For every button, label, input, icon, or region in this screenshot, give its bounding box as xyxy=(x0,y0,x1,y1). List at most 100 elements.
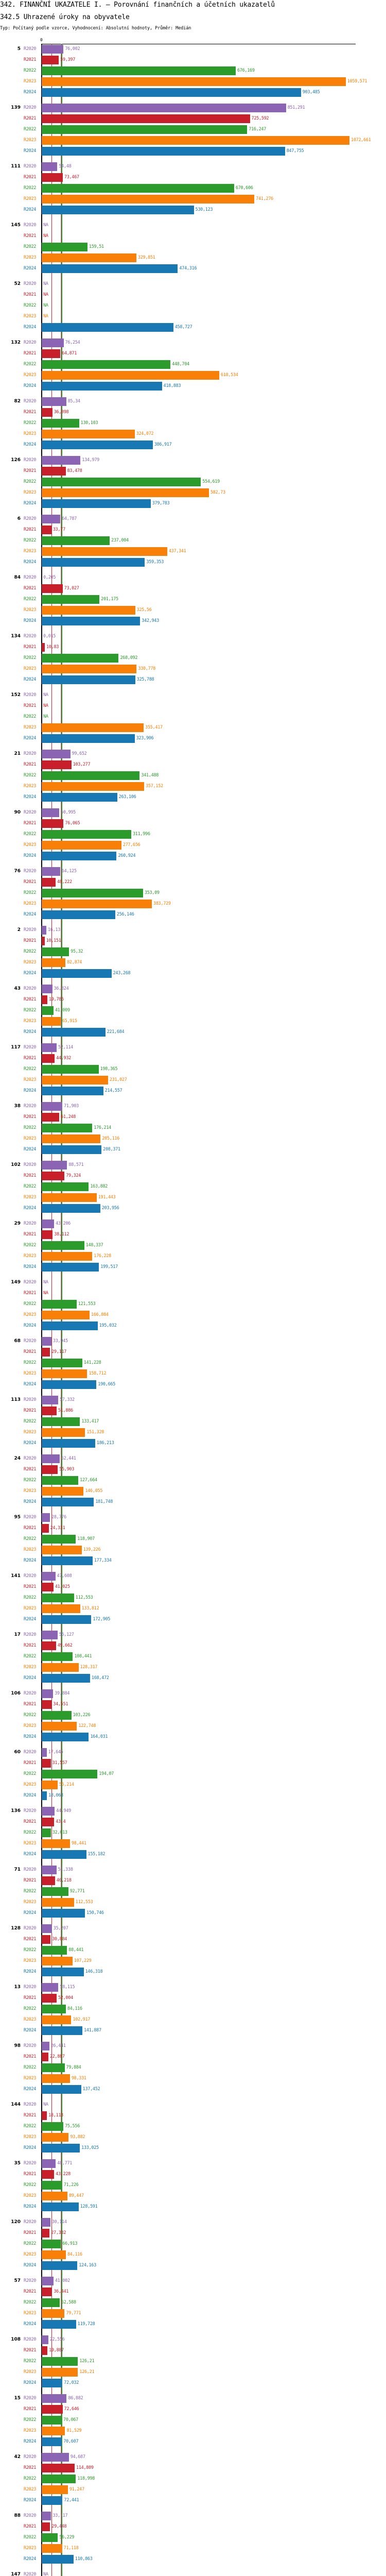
bar[interactable] xyxy=(42,584,63,593)
bar[interactable] xyxy=(42,889,143,897)
bar[interactable] xyxy=(42,2555,74,2564)
bar[interactable] xyxy=(42,1134,101,1143)
bar[interactable] xyxy=(42,1337,51,1346)
bar[interactable] xyxy=(42,1711,72,1720)
bar[interactable] xyxy=(42,1641,56,1650)
bar[interactable] xyxy=(42,1380,97,1389)
bar[interactable] xyxy=(42,1828,51,1837)
bar[interactable] xyxy=(42,2240,61,2248)
bar[interactable] xyxy=(42,264,178,273)
bar[interactable] xyxy=(42,2133,69,2142)
bar[interactable] xyxy=(42,184,234,193)
bar[interactable] xyxy=(42,419,79,428)
bar[interactable] xyxy=(42,1733,89,1741)
bar[interactable] xyxy=(42,1172,65,1180)
bar[interactable] xyxy=(42,526,51,534)
bar[interactable] xyxy=(42,1722,77,1731)
bar[interactable] xyxy=(42,2368,78,2377)
bar[interactable] xyxy=(42,969,112,978)
bar[interactable] xyxy=(42,1311,90,1319)
bar[interactable] xyxy=(42,1204,100,1213)
bar[interactable] xyxy=(42,2346,48,2355)
bar[interactable] xyxy=(42,1556,93,1565)
bar[interactable] xyxy=(42,2202,79,2211)
bar[interactable] xyxy=(42,547,167,556)
bar[interactable] xyxy=(42,2144,80,2153)
bar[interactable] xyxy=(42,1428,85,1437)
bar[interactable] xyxy=(42,947,69,956)
bar[interactable] xyxy=(42,643,45,652)
bar[interactable] xyxy=(42,985,52,993)
bar[interactable] xyxy=(42,2464,75,2472)
bar[interactable] xyxy=(42,1065,99,1074)
bar[interactable] xyxy=(42,1321,98,1330)
bar[interactable] xyxy=(42,1043,57,1052)
bar[interactable] xyxy=(42,2181,62,2190)
bar[interactable] xyxy=(42,2015,72,2024)
bar[interactable] xyxy=(42,852,117,860)
bar[interactable] xyxy=(42,1028,106,1037)
bar[interactable] xyxy=(42,1583,54,1591)
bar[interactable] xyxy=(42,926,46,935)
bar[interactable] xyxy=(42,397,66,406)
bar[interactable] xyxy=(42,1230,53,1239)
bar[interactable] xyxy=(42,1631,58,1639)
bar[interactable] xyxy=(42,206,194,214)
bar[interactable] xyxy=(42,1113,60,1122)
bar[interactable] xyxy=(42,1946,67,1955)
bar[interactable] xyxy=(42,1839,70,1848)
bar[interactable] xyxy=(42,1498,94,1506)
bar[interactable] xyxy=(42,2111,47,2120)
bar[interactable] xyxy=(42,1572,56,1581)
bar[interactable] xyxy=(42,488,209,497)
bar[interactable] xyxy=(42,771,140,780)
bar[interactable] xyxy=(42,1994,57,2003)
bar[interactable] xyxy=(42,2287,52,2296)
bar[interactable] xyxy=(42,114,250,123)
bar[interactable] xyxy=(42,1252,93,1261)
bar[interactable] xyxy=(42,2159,56,2168)
bar[interactable] xyxy=(42,2533,58,2542)
bar[interactable] xyxy=(42,1487,84,1496)
bar[interactable] xyxy=(42,1300,77,1309)
bar[interactable] xyxy=(42,1006,54,1015)
bar[interactable] xyxy=(42,1898,74,1907)
bar[interactable] xyxy=(42,1781,58,1789)
bar[interactable] xyxy=(42,2544,62,2553)
bar[interactable] xyxy=(42,338,64,347)
bar[interactable] xyxy=(42,654,119,663)
bar[interactable] xyxy=(42,2416,62,2425)
bar[interactable] xyxy=(42,2042,49,2050)
bar[interactable] xyxy=(42,1145,102,1154)
bar[interactable] xyxy=(42,2453,69,2462)
bar[interactable] xyxy=(42,2229,50,2238)
bar[interactable] xyxy=(42,750,71,758)
bar[interactable] xyxy=(42,1700,52,1709)
bar[interactable] xyxy=(42,1615,92,1624)
bar[interactable] xyxy=(42,1546,82,1554)
bar[interactable] xyxy=(42,1182,89,1191)
bar[interactable] xyxy=(42,77,346,86)
bar[interactable] xyxy=(42,382,162,391)
bar[interactable] xyxy=(42,2427,65,2435)
bar[interactable] xyxy=(42,1076,108,1084)
bar[interactable] xyxy=(42,1924,52,1933)
bar[interactable] xyxy=(42,2335,48,2344)
bar[interactable] xyxy=(42,1476,79,1485)
bar[interactable] xyxy=(42,1850,86,1859)
bar[interactable] xyxy=(42,1017,61,1026)
bar[interactable] xyxy=(42,1348,50,1357)
bar[interactable] xyxy=(42,1674,90,1683)
bar[interactable] xyxy=(42,2320,76,2329)
bar[interactable] xyxy=(42,2218,50,2227)
bar[interactable] xyxy=(42,2053,48,2061)
bar[interactable] xyxy=(42,499,151,508)
bar[interactable] xyxy=(42,2405,63,2414)
bar[interactable] xyxy=(42,1396,58,1404)
bar[interactable] xyxy=(42,617,141,625)
bar[interactable] xyxy=(42,1935,51,1944)
bar[interactable] xyxy=(42,2250,66,2259)
bar[interactable] xyxy=(42,1513,50,1522)
bar[interactable] xyxy=(42,467,66,476)
bar[interactable] xyxy=(42,173,63,182)
